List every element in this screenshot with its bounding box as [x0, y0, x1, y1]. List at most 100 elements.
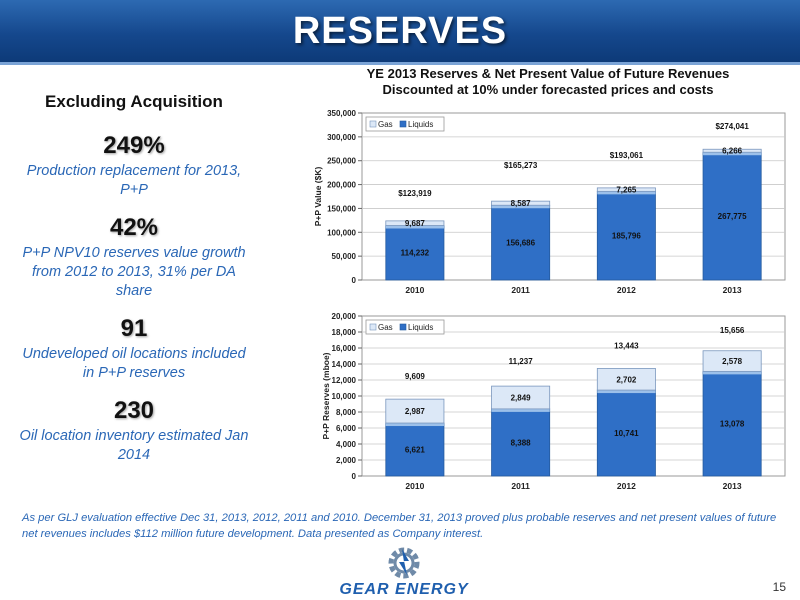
chart-legend: Gas Liquids	[365, 319, 445, 335]
legend-label-gas: Gas	[378, 120, 393, 129]
npv-value-chart: 0 50,000 100,000 150,000 200,000 250,000 300,0…	[313, 109, 786, 295]
data-label-gas: 7,265	[616, 186, 637, 195]
y-tick-label: 18,000	[332, 328, 357, 337]
bar-gas	[385, 398, 445, 424]
y-tick-label: 300,000	[327, 133, 356, 142]
bar-liquids-highlight	[385, 225, 444, 229]
bar-liquids-highlight	[491, 205, 550, 209]
legend-swatch-gas	[369, 120, 377, 128]
bar-liquids	[596, 190, 656, 281]
bar-liquids	[385, 225, 445, 281]
legend-label-liquids: Liquids	[408, 323, 433, 332]
y-tick-label: 0	[352, 276, 357, 285]
logo-text: GEAR ENERGY	[339, 581, 469, 598]
legend-swatch-gas	[369, 323, 377, 331]
y-tick-label: 250,000	[327, 157, 356, 166]
data-label-liquids: 185,796	[612, 232, 641, 241]
bar-gas	[491, 385, 551, 410]
stat-npv-growth: 42% P+P NPV10 reserves value growth from…	[18, 214, 250, 301]
bar-gas	[491, 200, 551, 206]
y-tick-label: 6,000	[336, 424, 357, 433]
data-label-gas: 9,687	[405, 219, 426, 228]
chart-title: YE 2013 Reserves & Net Present Value of …	[308, 66, 788, 98]
x-tick-label: 2012	[617, 285, 636, 295]
data-label-total: 9,609	[405, 372, 426, 381]
x-tick-label: 2010	[405, 285, 424, 295]
data-label-liquids: 6,621	[405, 446, 426, 455]
footnote: As per GLJ evaluation effective Dec 31, …	[22, 512, 777, 540]
title-bar: RESERVES	[0, 0, 800, 62]
y-tick-label: 4,000	[336, 440, 357, 449]
stat-value: 91	[120, 315, 148, 342]
bar-liquids	[596, 389, 656, 477]
data-label-liquids: 267,775	[718, 212, 747, 221]
y-tick-label: 8,000	[336, 408, 357, 417]
bar-liquids	[702, 370, 762, 477]
bar-liquids-highlight	[597, 390, 656, 394]
x-tick-label: 2013	[723, 481, 742, 491]
data-label-gas: 8,587	[511, 199, 532, 208]
x-tick-label: 2010	[405, 481, 424, 491]
legend-label-gas: Gas	[378, 323, 393, 332]
data-label-total: 15,656	[720, 326, 745, 335]
bar-gas	[385, 220, 445, 226]
data-label-liquids: 114,232	[401, 249, 430, 258]
bar-liquids	[491, 204, 551, 281]
bar-liquids	[385, 422, 445, 477]
legend-swatch-liquids	[399, 120, 407, 128]
y-tick-label: 100,000	[327, 228, 356, 237]
data-label-gas: 2,987	[405, 407, 426, 416]
data-label-total: $123,919	[398, 189, 432, 198]
stat-description: Oil location inventory estimated Jan 201…	[19, 428, 249, 463]
stat-value: 230	[113, 397, 155, 424]
data-label-gas: 6,266	[722, 147, 743, 156]
gear-icon	[388, 547, 420, 579]
bar-liquids-highlight	[491, 408, 550, 412]
data-label-liquids: 13,078	[720, 420, 745, 429]
data-label-gas: 2,578	[722, 357, 743, 366]
y-tick-label: 12,000	[332, 376, 357, 385]
bar-gas	[702, 350, 762, 372]
bar-liquids-highlight	[385, 423, 444, 427]
bar-liquids-highlight	[703, 371, 762, 375]
y-tick-label: 20,000	[332, 312, 357, 321]
bar-liquids-highlight	[597, 191, 656, 195]
y-tick-label: 150,000	[327, 204, 356, 213]
y-tick-label: 350,000	[327, 109, 356, 118]
bar-liquids-highlight	[703, 152, 762, 156]
y-axis-label: P+P Value ($K)	[313, 167, 323, 227]
chart-title-line2: Discounted at 10% under forecasted price…	[382, 82, 714, 97]
stat-description: P+P NPV10 reserves value growth from 201…	[22, 245, 246, 299]
data-label-total: 13,443	[614, 341, 639, 350]
data-label-liquids: 10,741	[614, 429, 639, 438]
data-label-total: $193,061	[610, 151, 644, 160]
data-label-total: $274,041	[715, 122, 749, 131]
y-tick-label: 200,000	[327, 181, 356, 190]
y-tick-label: 0	[352, 472, 357, 481]
stat-description: Undeveloped oil locations included in P+…	[22, 346, 246, 381]
slide-title: RESERVES	[292, 9, 508, 52]
chart-title-line1: YE 2013 Reserves & Net Present Value of …	[366, 66, 730, 81]
bar-gas	[702, 148, 762, 153]
y-tick-label: 14,000	[332, 360, 357, 369]
data-label-liquids: 156,686	[506, 239, 535, 248]
stat-production-replacement: 249% Production replacement for 2013, P+…	[18, 132, 250, 200]
bar-gas	[596, 187, 656, 192]
stat-location-inventory: 230 Oil location inventory estimated Jan…	[18, 397, 250, 465]
chart-legend: Gas Liquids	[365, 116, 445, 132]
y-tick-label: 2,000	[336, 456, 357, 465]
legend-swatch-liquids	[399, 323, 407, 331]
data-label-gas: 2,849	[511, 394, 532, 403]
x-tick-label: 2011	[511, 285, 530, 295]
bar-gas	[596, 368, 656, 391]
stat-value: 249%	[103, 132, 165, 159]
data-label-gas: 2,702	[616, 375, 637, 384]
x-tick-label: 2011	[511, 481, 530, 491]
data-label-total: 11,237	[509, 357, 534, 366]
highlights-heading: Excluding Acquisition	[45, 92, 223, 111]
x-tick-label: 2012	[617, 481, 636, 491]
y-tick-label: 16,000	[332, 344, 357, 353]
legend-label-liquids: Liquids	[408, 120, 433, 129]
data-label-liquids: 8,388	[511, 438, 532, 447]
y-tick-label: 50,000	[332, 252, 357, 261]
